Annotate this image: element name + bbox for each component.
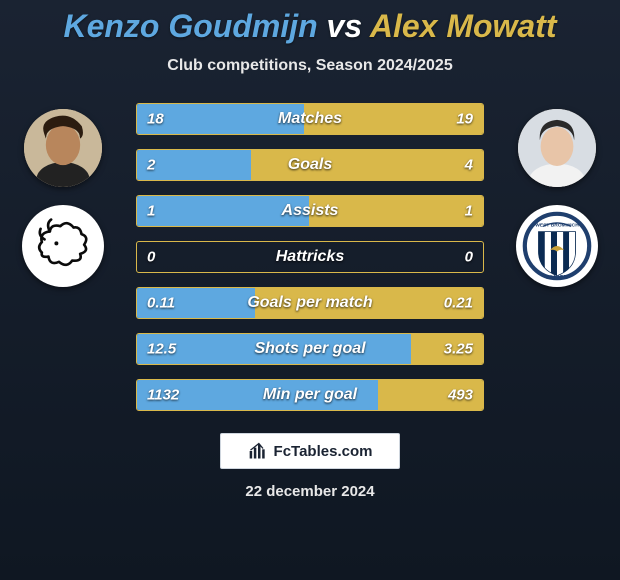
footer-date: 22 december 2024	[0, 483, 620, 500]
stat-label: Min per goal	[137, 386, 483, 404]
stat-label: Goals	[137, 156, 483, 174]
player2-club-badge: WEST BROMWICH ALBION	[516, 205, 598, 287]
stats-area: WEST BROMWICH ALBION 1819Matches24Goals1…	[0, 103, 620, 411]
player1-avatar	[24, 109, 102, 187]
stat-label: Shots per goal	[137, 340, 483, 358]
stat-label: Matches	[137, 110, 483, 128]
player1-column	[8, 103, 118, 287]
stat-rows: 1819Matches 24Goals 11Assists 00Hattricks 0.…	[136, 103, 484, 411]
player2-name: Alex Mowatt	[370, 8, 557, 44]
stat-row: 1819Matches	[136, 103, 484, 135]
title-vs: vs	[327, 8, 363, 44]
stat-row: 24Goals	[136, 149, 484, 181]
stat-label: Goals per match	[137, 294, 483, 312]
brand-text: FcTables.com	[274, 443, 373, 460]
stat-row: 1132493Min per goal	[136, 379, 484, 411]
svg-text:WEST BROMWICH: WEST BROMWICH	[535, 222, 579, 228]
stat-label: Hattricks	[137, 248, 483, 266]
player2-avatar	[518, 109, 596, 187]
player1-name: Kenzo Goudmijn	[63, 8, 317, 44]
wba-badge-icon: WEST BROMWICH ALBION	[522, 211, 592, 281]
derby-ram-icon	[30, 213, 96, 279]
stat-row: 0.110.21Goals per match	[136, 287, 484, 319]
stat-row: 11Assists	[136, 195, 484, 227]
stat-row: 12.53.25Shots per goal	[136, 333, 484, 365]
player2-column: WEST BROMWICH ALBION	[502, 103, 612, 287]
player1-avatar-svg	[24, 109, 102, 187]
player1-club-badge	[22, 205, 104, 287]
svg-text:ALBION: ALBION	[546, 275, 567, 281]
brand-logo: FcTables.com	[220, 433, 400, 469]
chart-bars-icon	[248, 441, 268, 461]
subtitle: Club competitions, Season 2024/2025	[0, 57, 620, 75]
comparison-title: Kenzo Goudmijn vs Alex Mowatt	[0, 0, 620, 45]
stat-label: Assists	[137, 202, 483, 220]
player2-avatar-svg	[518, 109, 596, 187]
stat-row: 00Hattricks	[136, 241, 484, 273]
